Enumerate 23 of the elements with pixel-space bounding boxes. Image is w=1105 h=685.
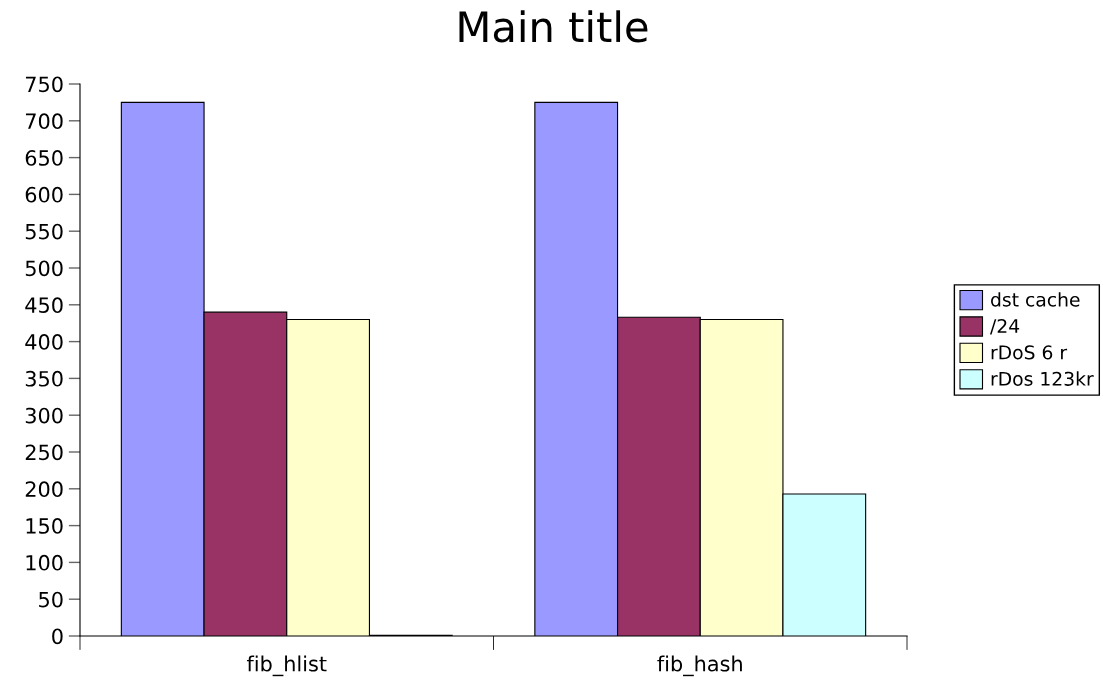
legend-label: rDoS 6 r [991,345,1068,360]
y-tick-label: 450 [25,297,63,314]
y-tick-label: 300 [25,407,63,424]
y-tick-label: 350 [25,370,63,387]
y-tick-label: 700 [25,113,63,130]
legend-label: rDos 123kr [991,371,1094,386]
y-tick-label: 150 [26,518,63,534]
y-tick-label: 200 [25,481,63,498]
y-tick-label: 0 [52,628,63,645]
chart-title: Main title [459,10,648,43]
y-tick-label: 400 [25,334,63,350]
y-tick-label: 750 [25,76,63,93]
x-tick-label: fib_hash [657,655,742,677]
legend-label: /24 [990,318,1020,335]
legend-label: dst cache [991,292,1080,307]
y-tick-label: 650 [25,150,63,166]
y-tick-label: 600 [25,186,63,203]
x-tick-label: fib_hlist [246,655,327,677]
y-tick-label: 500 [25,260,63,277]
y-tick-label: 100 [26,554,63,571]
y-tick-label: 550 [25,223,63,240]
y-tick-label: 250 [25,444,63,461]
y-tick-label: 50 [39,591,63,608]
